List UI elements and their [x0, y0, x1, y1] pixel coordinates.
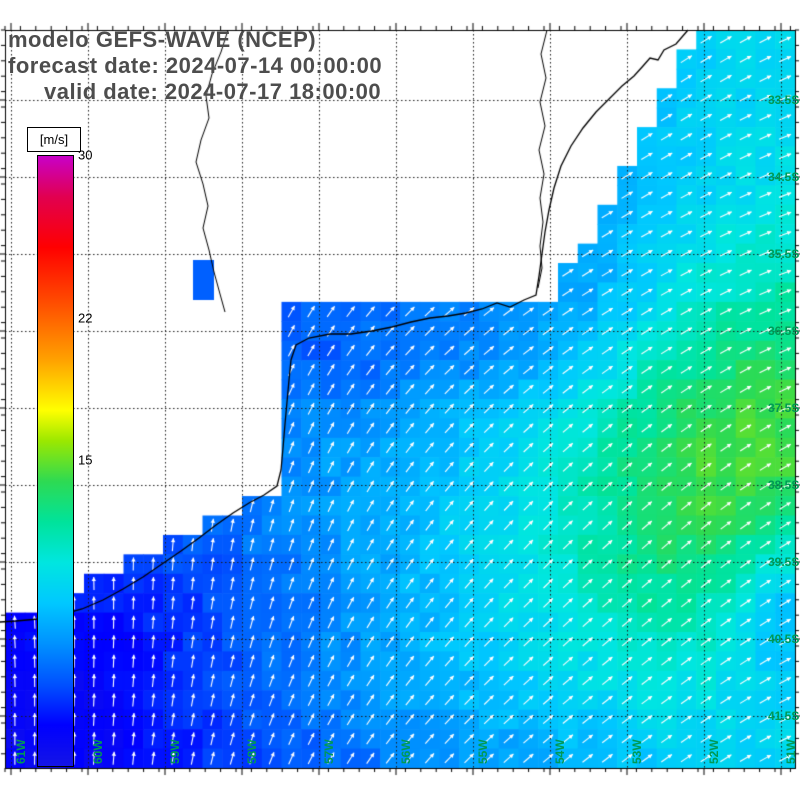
forecast-date-line: forecast date: 2024-07-14 00:00:00	[8, 53, 383, 78]
title-block: modelo GEFS-WAVE (NCEP) forecast date: 2…	[8, 27, 382, 105]
colorbar	[37, 155, 74, 767]
colorbar-unit-label: [m/s]	[27, 127, 81, 152]
model-title: modelo GEFS-WAVE (NCEP)	[8, 27, 317, 52]
valid-date-line: valid date: 2024-07-17 18:00:00	[44, 79, 382, 104]
